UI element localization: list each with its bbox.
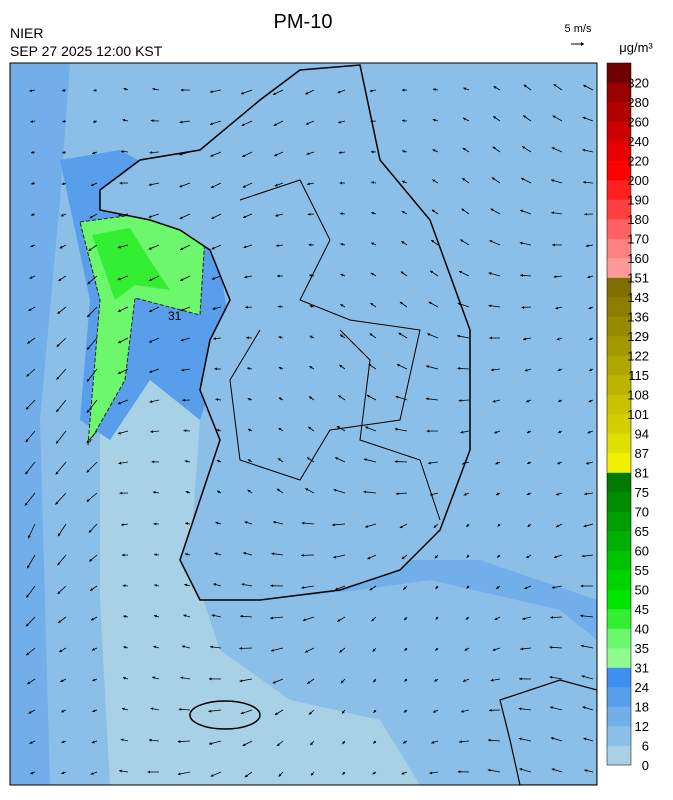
colorbar-swatch: [607, 473, 631, 493]
colorbar-swatch: [607, 629, 631, 649]
colorbar-label: 136: [627, 310, 649, 325]
colorbar-label: 200: [627, 173, 649, 188]
contour-label: 31: [168, 309, 182, 323]
colorbar-label: 160: [627, 251, 649, 266]
colorbar-label: 6: [642, 739, 649, 754]
colorbar-label: 240: [627, 134, 649, 149]
colorbar-label: 87: [635, 446, 649, 461]
colorbar-swatch: [607, 648, 631, 668]
colorbar-label: 18: [635, 700, 649, 715]
colorbar-label: 24: [635, 680, 649, 695]
colorbar-label: 108: [627, 388, 649, 403]
colorbar-swatch: [607, 590, 631, 610]
colorbar-label: 320: [627, 76, 649, 91]
colorbar-swatch: [607, 512, 631, 532]
colorbar-swatch: [607, 551, 631, 571]
colorbar-swatch: [607, 746, 631, 766]
colorbar-label: 35: [635, 641, 649, 656]
colorbar-label: 40: [635, 622, 649, 637]
colorbar-label: 129: [627, 329, 649, 344]
datetime: SEP 27 2025 12:00 KST: [10, 43, 163, 59]
colorbar-label: 45: [635, 602, 649, 617]
colorbar-label: 151: [627, 271, 649, 286]
colorbar-swatch: [607, 609, 631, 629]
wind-scale-arrowhead: [581, 42, 584, 46]
colorbar-label: 65: [635, 524, 649, 539]
colorbar-swatch: [607, 492, 631, 512]
colorbar-swatch: [607, 570, 631, 590]
colorbar-label: 75: [635, 485, 649, 500]
colorbar-swatch: [607, 453, 631, 473]
colorbar-label: 101: [627, 407, 649, 422]
colorbar-label: 70: [635, 505, 649, 520]
colorbar-swatch: [607, 707, 631, 727]
colorbar-unit: μg/m³: [619, 40, 653, 55]
colorbar-swatch: [607, 668, 631, 688]
wind-scale: 5 m/s: [565, 23, 592, 35]
colorbar-swatch: [607, 531, 631, 551]
colorbar-label: 31: [635, 661, 649, 676]
colorbar-swatch: [607, 726, 631, 746]
colorbar-label: 115: [628, 368, 649, 383]
colorbar: 0 6 12 18 24 31 35 40 45 50 55 60 65 70 75 81 87 94 101 108…: [607, 63, 649, 773]
colorbar-label: 220: [627, 154, 649, 169]
colorbar-label: 0: [642, 758, 649, 773]
colorbar-label: 12: [635, 719, 649, 734]
colorbar-label: 94: [635, 427, 649, 442]
colorbar-label: 81: [635, 466, 649, 481]
colorbar-label: 180: [627, 212, 649, 227]
title: PM-10: [274, 11, 333, 33]
source: NIER: [10, 25, 43, 41]
colorbar-label: 260: [627, 115, 649, 130]
jeju-island: [190, 701, 260, 729]
colorbar-label: 50: [635, 583, 649, 598]
colorbar-label: 143: [627, 290, 649, 305]
colorbar-swatch: [607, 687, 631, 707]
colorbar-label: 60: [635, 544, 649, 559]
colorbar-label: 55: [635, 563, 649, 578]
colorbar-swatch: [607, 434, 631, 454]
colorbar-label: 170: [627, 232, 649, 247]
map: 31: [10, 63, 597, 785]
colorbar-label: 122: [627, 349, 649, 364]
colorbar-label: 190: [627, 193, 649, 208]
colorbar-label: 280: [627, 95, 649, 110]
